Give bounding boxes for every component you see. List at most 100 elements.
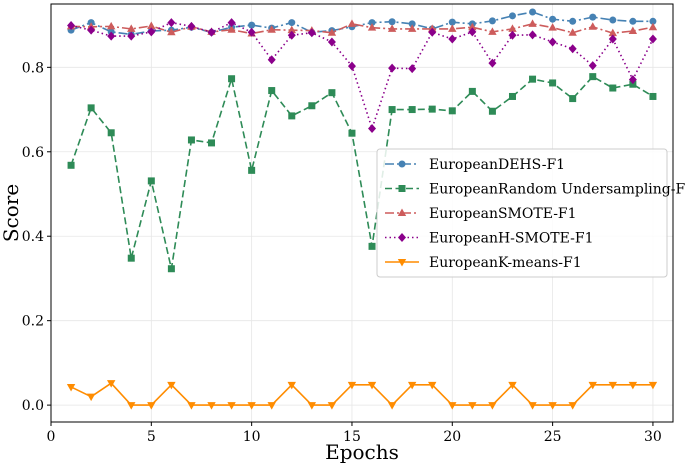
data-point	[628, 75, 637, 85]
data-point	[367, 23, 377, 31]
data-point	[468, 27, 477, 37]
data-point	[508, 24, 517, 32]
data-point	[568, 28, 577, 36]
data-point	[67, 161, 75, 169]
data-point	[147, 21, 156, 29]
x-tick-label: 5	[147, 429, 156, 445]
data-point	[327, 37, 336, 47]
legend-label: EuropeanK-means-F1	[429, 255, 582, 271]
data-point	[387, 24, 397, 32]
x-tick-label: 15	[343, 429, 361, 445]
data-point	[127, 402, 136, 410]
ticks: 0 5 10 15 20 25 30 0.0 0.2 0.4 0.6 0.8	[22, 60, 662, 445]
data-point	[267, 402, 276, 410]
x-axis-label: Epochs	[325, 440, 399, 464]
x-tick-label: 0	[47, 429, 56, 445]
data-point	[328, 89, 336, 97]
data-point	[448, 18, 456, 26]
legend-label: EuropeanRandom Undersampling-F1	[429, 182, 685, 198]
series-2	[67, 73, 657, 273]
data-point	[629, 17, 637, 25]
data-point	[207, 402, 216, 410]
data-point	[448, 34, 457, 44]
data-point	[87, 25, 96, 35]
data-point	[107, 31, 116, 41]
data-point	[388, 106, 396, 114]
data-point	[548, 23, 557, 31]
data-point	[127, 254, 135, 262]
data-point	[609, 84, 617, 92]
data-point	[167, 18, 176, 28]
data-point	[187, 136, 195, 144]
data-point	[649, 17, 657, 25]
data-point	[106, 21, 116, 30]
data-point	[588, 22, 597, 30]
data-point	[307, 28, 316, 38]
data-point	[408, 20, 416, 28]
data-point	[488, 402, 497, 410]
data-point	[488, 27, 497, 35]
data-point	[407, 24, 417, 32]
data-point	[529, 8, 537, 16]
data-point	[127, 31, 136, 41]
x-tick-label: 10	[243, 429, 261, 445]
data-point	[608, 34, 617, 44]
data-point	[268, 87, 276, 95]
data-point	[508, 12, 516, 20]
data-point	[247, 402, 256, 410]
x-tick-label: 25	[544, 429, 562, 445]
data-point	[488, 58, 497, 68]
data-point	[67, 21, 76, 31]
data-point	[408, 64, 417, 74]
legend-swatch-marker	[398, 160, 406, 168]
data-point	[267, 55, 276, 65]
data-point	[548, 402, 557, 410]
data-point	[608, 381, 618, 390]
data-point	[248, 21, 256, 29]
data-point	[568, 44, 577, 54]
data-point	[227, 402, 236, 410]
series-4	[67, 18, 657, 134]
data-point	[227, 18, 236, 28]
data-point	[588, 61, 597, 71]
data-point	[609, 16, 617, 24]
data-point	[589, 13, 597, 21]
data-point	[408, 106, 416, 114]
data-point	[208, 139, 216, 147]
legend-label: EuropeanH-SMOTE-F1	[429, 231, 593, 247]
plot-frame	[50, 3, 674, 423]
data-point	[187, 21, 196, 31]
data-point	[127, 24, 136, 32]
data-point	[549, 79, 557, 87]
data-point	[407, 381, 417, 390]
data-point	[228, 75, 236, 83]
data-point	[428, 105, 436, 113]
data-point	[629, 80, 637, 88]
data-point	[508, 381, 517, 390]
data-point	[187, 402, 196, 410]
data-point	[468, 402, 477, 410]
data-point	[368, 124, 377, 134]
data-point	[588, 381, 597, 390]
data-point	[628, 26, 638, 35]
series-5	[66, 380, 658, 410]
data-point	[508, 30, 517, 40]
data-point	[147, 27, 156, 37]
data-point	[648, 381, 658, 390]
data-point	[347, 19, 357, 27]
data-point	[308, 102, 316, 110]
data-point	[528, 19, 537, 27]
data-point	[86, 393, 96, 402]
data-point	[288, 19, 296, 27]
data-point	[347, 381, 357, 390]
data-point	[106, 380, 116, 388]
data-point	[327, 402, 337, 410]
data-point	[428, 27, 437, 37]
data-point	[248, 166, 256, 174]
data-point	[147, 177, 155, 185]
data-point	[608, 28, 618, 37]
data-point	[568, 402, 577, 410]
data-point	[347, 61, 356, 71]
y-tick-label: 0.6	[22, 145, 44, 161]
data-point	[387, 402, 397, 410]
